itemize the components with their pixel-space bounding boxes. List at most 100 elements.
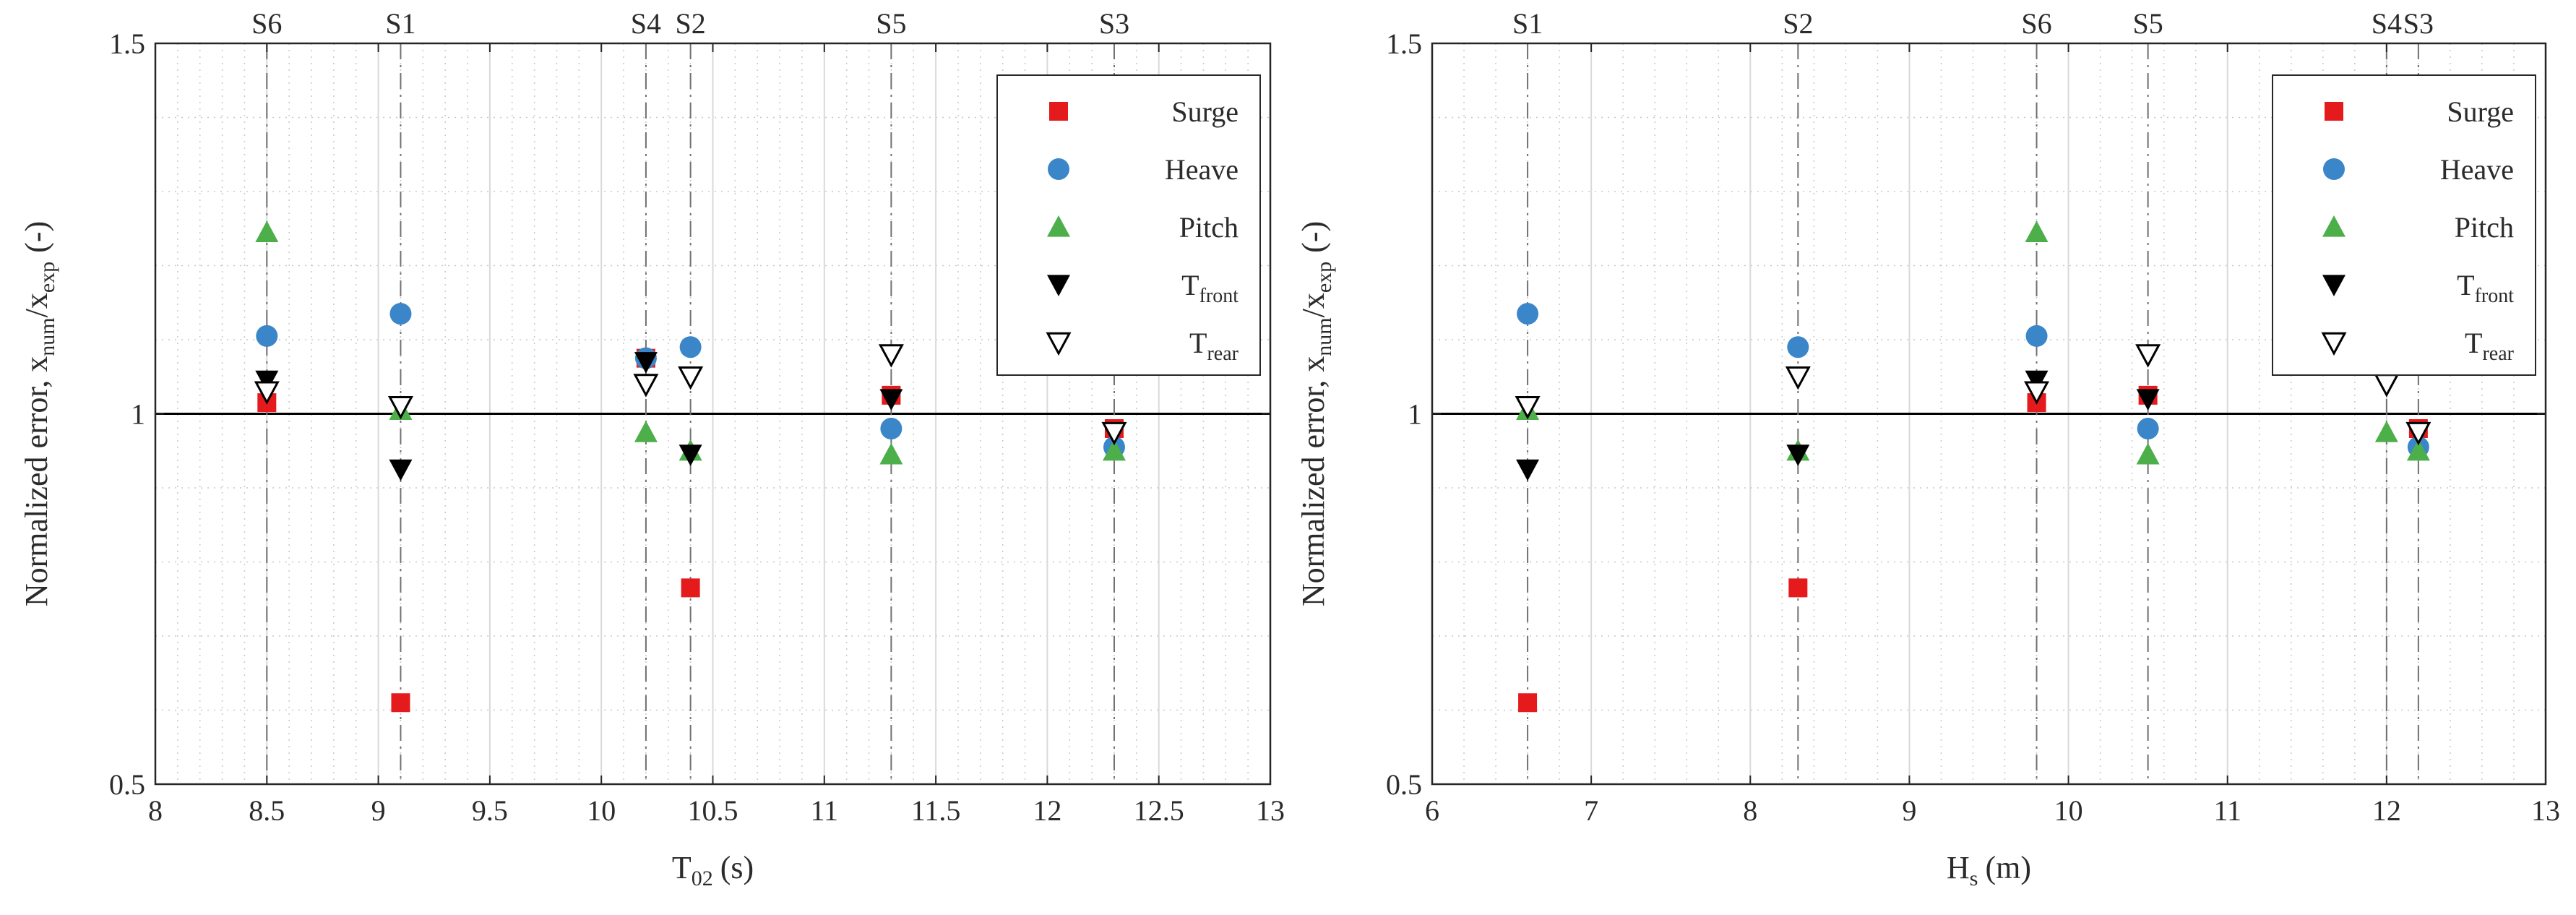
legend-entry-name: Heave (2440, 153, 2514, 186)
data-point (679, 444, 702, 466)
y-axis-label-slash: /x (1296, 293, 1331, 317)
data-point (2374, 421, 2398, 442)
legend-box (996, 74, 1261, 376)
legend-entry: Surge (2447, 95, 2514, 128)
x-axis-label-unit: (m) (1985, 850, 2031, 885)
legend-entry-name: Surge (1171, 95, 1239, 128)
x-tick-label: 11 (811, 794, 839, 827)
data-point (879, 442, 903, 465)
y-axis-label: Normalized error, xnum/xexp (-) (1296, 221, 1336, 606)
legend-entry: Trear (1189, 327, 1239, 365)
data-point (1102, 439, 1126, 461)
sea-state-label: S5 (876, 7, 906, 40)
x-axis-label-main: T (672, 850, 692, 885)
legend-entry-name: Heave (1165, 153, 1239, 186)
data-point (2405, 421, 2431, 446)
legend-entry-sub: front (2475, 285, 2515, 307)
legend-marker (2322, 215, 2345, 237)
y-axis-label-sub-num: num (1312, 317, 1336, 356)
legend-entry-name: T (2457, 269, 2474, 301)
legend-entry: Heave (1165, 153, 1239, 186)
sea-state-label: S1 (385, 7, 415, 40)
x-axis-label-sub: 02 (692, 867, 713, 890)
x-tick-label: 13 (1256, 794, 1285, 827)
legend-marker (2322, 275, 2345, 296)
legend-entry: Surge (1171, 95, 1239, 128)
legend-entry-name: T (1181, 269, 1199, 301)
x-tick-label: 8.5 (249, 794, 285, 827)
data-point (2025, 325, 2048, 347)
sea-state-label: S4 (631, 7, 661, 40)
sea-state-label: S3 (1099, 7, 1129, 40)
data-point (1518, 693, 1538, 713)
data-point (391, 693, 410, 713)
x-tick-label: 10.5 (688, 794, 738, 827)
x-tick-label: 9 (371, 794, 386, 827)
data-point (255, 220, 279, 242)
data-point (1515, 396, 1541, 420)
x-tick-label: 8 (1743, 794, 1757, 827)
x-tick-label: 12.5 (1134, 794, 1184, 827)
data-point (1786, 444, 1810, 466)
legend-marker (2323, 158, 2345, 180)
y-axis-label: Normalized error, xnum/xexp (-) (19, 221, 59, 606)
sea-state-label: S2 (1783, 7, 1813, 40)
data-point (256, 325, 278, 347)
data-point (678, 366, 704, 390)
x-tick-label: 6 (1425, 794, 1439, 827)
data-point (880, 418, 903, 439)
data-point (1788, 578, 1808, 598)
y-tick-label: 1 (1408, 398, 1422, 431)
y-tick-label: 1.5 (109, 27, 145, 60)
legend-entry: Trear (2465, 327, 2515, 365)
data-point (2025, 220, 2049, 242)
x-axis-label-main: H (1947, 850, 1970, 885)
sea-state-label: S2 (676, 7, 706, 40)
y-tick-label: 0.5 (109, 768, 145, 801)
data-point (254, 381, 280, 405)
legend-marker (1046, 332, 1072, 356)
data-point (681, 578, 700, 598)
y-axis-label-sub-num: num (35, 317, 59, 356)
legend-entry-name: T (1189, 327, 1207, 359)
legend-entry-sub: front (1199, 285, 1239, 307)
y-axis-label-unit: (-) (19, 221, 54, 253)
data-point (679, 336, 702, 358)
x-axis-label: Hs (m) (1947, 850, 2031, 890)
data-point (2024, 381, 2050, 405)
legend-entry-name: Surge (2447, 95, 2514, 128)
x-tick-label: 12 (2372, 794, 2401, 827)
data-point (389, 459, 413, 481)
y-axis-label-sub-exp: exp (35, 262, 59, 293)
sea-state-label: S6 (2021, 7, 2051, 40)
data-point (878, 344, 904, 368)
sea-state-label: S6 (251, 7, 282, 40)
legend-box (2272, 74, 2536, 376)
data-point (387, 396, 413, 420)
data-point (2136, 442, 2160, 465)
legend-marker (2321, 332, 2347, 356)
x-axis-label-sub: s (1970, 867, 1978, 890)
sea-state-label: S1 (1512, 7, 1543, 40)
x-tick-label: 7 (1584, 794, 1598, 827)
legend-entry-sub: rear (1207, 343, 1239, 365)
y-axis-label-unit: (-) (1296, 221, 1331, 253)
x-tick-label: 8 (148, 794, 163, 827)
data-point (1517, 303, 1539, 325)
x-tick-label: 11 (2213, 794, 2241, 827)
data-point (389, 303, 412, 325)
data-point (1785, 366, 1811, 390)
x-tick-label: 12 (1033, 794, 1061, 827)
sea-state-label: S4 (2372, 7, 2402, 40)
x-axis-label: T02 (s) (672, 850, 754, 890)
legend-entry-name: Pitch (1179, 211, 1239, 244)
legend-entry: Pitch (2455, 211, 2514, 244)
data-point (1516, 459, 1540, 481)
data-point (633, 374, 659, 398)
data-point (2137, 418, 2159, 439)
data-point (634, 352, 658, 374)
x-tick-label: 13 (2531, 794, 2560, 827)
y-axis-label-sub-exp: exp (1312, 262, 1336, 293)
data-point (2136, 389, 2160, 411)
